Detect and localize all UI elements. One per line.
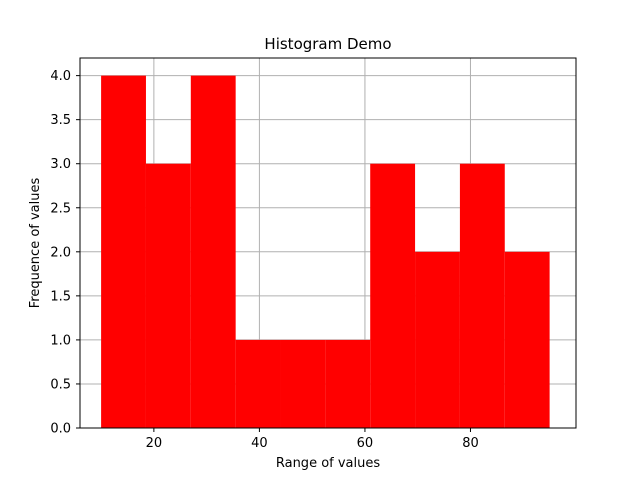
y-tick-label: 0.5 [50,377,71,392]
histogram-bar [370,163,416,428]
x-tick-label: 40 [251,436,268,451]
y-tick-label: 2.5 [50,201,71,216]
x-axis-label: Range of values [276,456,381,471]
y-tick-label: 3.5 [50,113,71,128]
y-tick-label: 2.0 [50,245,71,260]
histogram-bars [101,75,550,428]
histogram-bar [145,163,191,428]
y-axis-label: Frequence of values [28,178,43,309]
x-tick-label: 20 [146,436,163,451]
plot-frame [79,57,577,429]
y-tick-label: 1.0 [50,333,71,348]
x-axis-ticks: 20 40 60 80 [146,428,479,451]
histogram-bar [101,75,146,428]
histogram-bar [504,251,550,428]
y-axis-ticks: 0.0 0.5 1.0 1.5 2.0 2.5 3.0 3.5 4.0 [50,69,80,437]
histogram-bar [280,339,326,428]
y-tick-label: 1.5 [50,289,71,304]
histogram-bar [459,163,505,428]
y-tick-label: 0.0 [50,422,71,437]
y-tick-label: 4.0 [50,69,71,84]
y-tick-label: 3.0 [50,157,71,172]
histogram-bar [190,75,236,428]
histogram-bar [325,339,371,428]
histogram-bar [415,251,460,428]
chart-title: Histogram Demo [264,35,391,53]
x-tick-label: 60 [357,436,374,451]
x-tick-label: 80 [462,436,479,451]
histogram-bar [235,339,281,428]
